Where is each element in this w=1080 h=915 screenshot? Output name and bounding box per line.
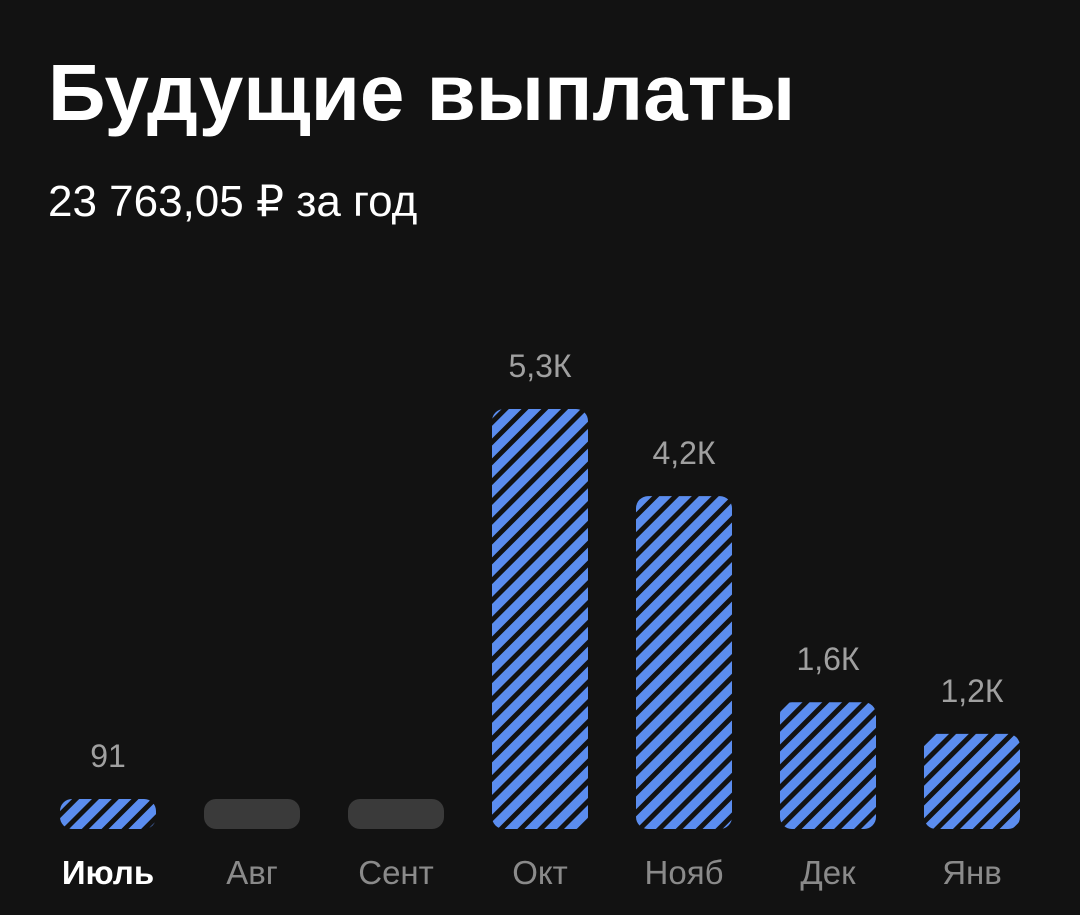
chart-subtitle: 23 763,05 ₽ за год [48,177,417,226]
x-tick-label: Авг [226,854,278,891]
chart-title: Будущие выплаты [48,48,795,137]
bar [636,496,732,829]
x-tick-label: Нояб [645,854,724,891]
value-label: 91 [90,738,126,774]
x-tick-label: Июль [62,854,154,891]
x-tick-label: Сент [358,854,434,891]
bar [60,799,156,829]
value-label: 1,2К [940,673,1003,709]
bar-placeholder [348,799,444,829]
x-tick-label: Дек [800,854,856,891]
value-label: 5,3К [508,348,571,384]
bar-placeholder [204,799,300,829]
x-tick-label: Янв [942,854,1002,891]
value-label: 1,6К [796,641,859,677]
value-label: 4,2К [652,435,715,471]
bar [780,702,876,829]
bar [492,409,588,829]
x-tick-label: Окт [512,854,568,891]
bar [924,733,1020,829]
